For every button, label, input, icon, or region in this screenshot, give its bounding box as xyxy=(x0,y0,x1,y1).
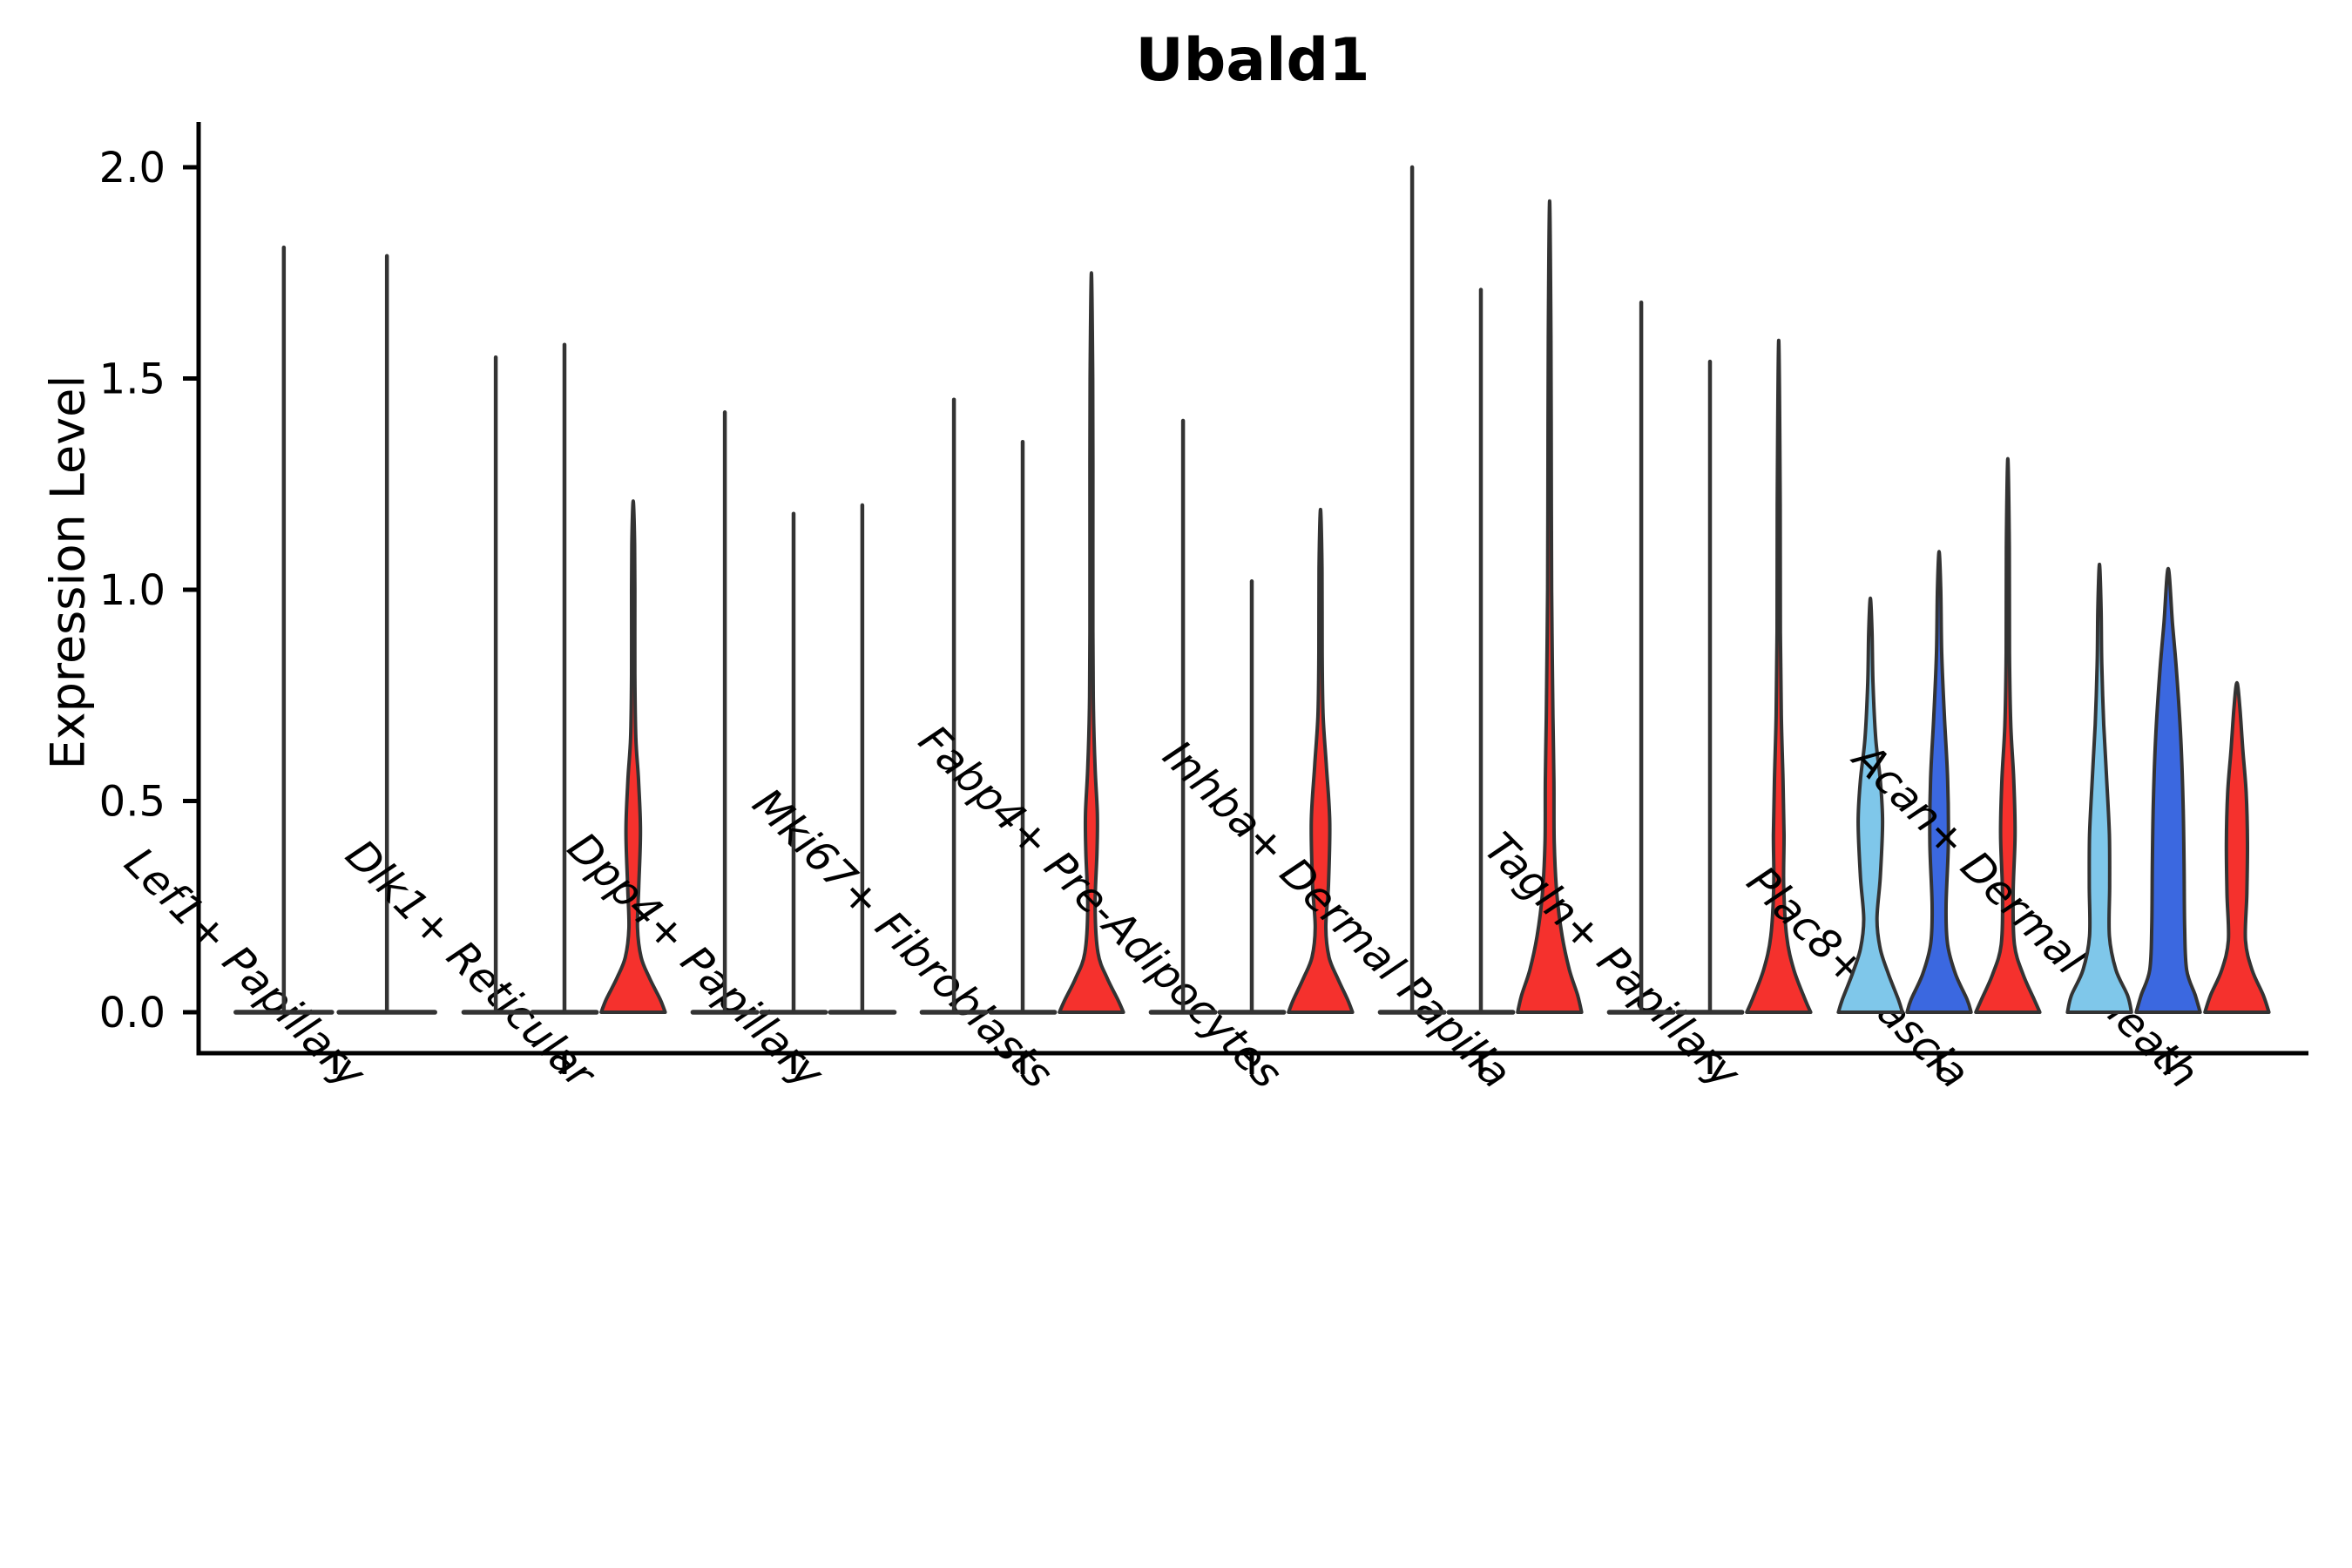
y-tick-label: 1.0 xyxy=(99,566,166,615)
y-tick-label: 1.5 xyxy=(99,355,166,404)
y-tick-label: 2.0 xyxy=(99,144,166,193)
violin-red xyxy=(599,499,667,1014)
violin-red xyxy=(1745,338,1813,1014)
violin-red xyxy=(1058,271,1125,1014)
violin-red xyxy=(1974,456,2042,1014)
x-tick-label: Fabp4+ Pre-Adipocytes xyxy=(909,716,1292,1098)
y-tick-label: 0.5 xyxy=(99,778,166,827)
chart-title: Ubald1 xyxy=(1135,26,1370,95)
violin-red xyxy=(2203,680,2271,1014)
violin-red xyxy=(1287,507,1355,1014)
violin-darkblue xyxy=(2134,566,2202,1014)
violin-lightblue xyxy=(2065,562,2133,1014)
y-tick-label: 0.0 xyxy=(99,989,166,1037)
violin-red xyxy=(1516,199,1584,1014)
violin-lightblue xyxy=(1836,596,1904,1014)
violin-darkblue xyxy=(1905,550,1973,1014)
x-tick-label: Lef1+ Papillary xyxy=(115,838,375,1098)
